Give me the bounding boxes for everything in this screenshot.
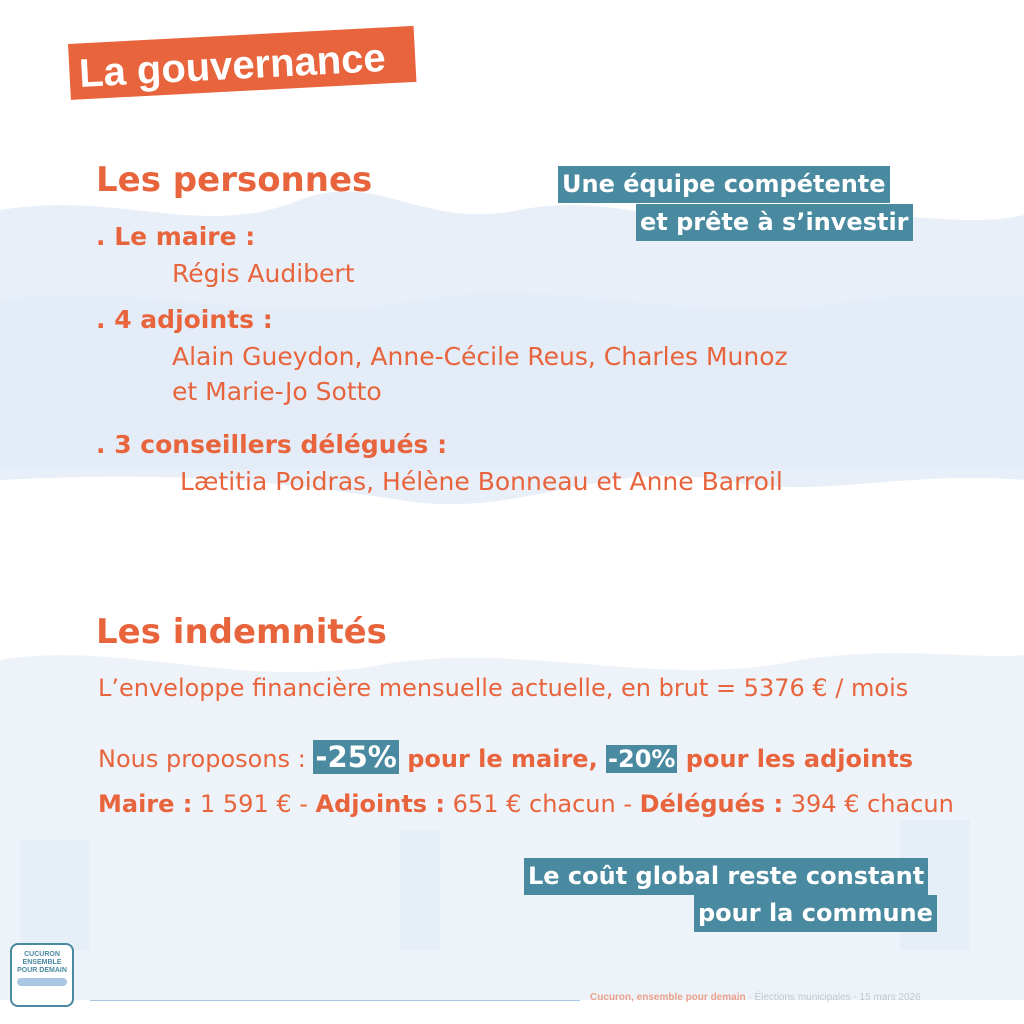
adjoints-line1: Alain Gueydon, Anne-Cécile Reus, Charles… [172, 342, 788, 371]
footer-divider [90, 1000, 580, 1001]
indemnites-heading: Les indemnités [96, 612, 387, 652]
propose-prefix: Nous proposons : [98, 745, 314, 773]
campaign-logo: CUCURON ENSEMBLE POUR DEMAIN [10, 943, 74, 1007]
logo-wave [17, 978, 67, 986]
logo-line3: POUR DEMAIN [17, 967, 67, 974]
footer-brand: Cucuron, ensemble pour demain [590, 992, 746, 1003]
delegues-amount-value: 394 € chacun [783, 790, 954, 818]
delegues-amount-label: Délégués : [639, 790, 784, 818]
adjoints-label: . 4 adjoints : [96, 305, 273, 334]
adjoints-amount-value: 651 € chacun - [445, 790, 640, 818]
propose-maire-text: pour le maire, [398, 745, 607, 773]
enveloppe-text: L’enveloppe financière mensuelle actuell… [98, 674, 909, 702]
proposition-line: Nous proposons : -25% pour le maire, -20… [98, 740, 913, 774]
maire-amount-label: Maire : [98, 790, 193, 818]
conseillers-label: . 3 conseillers délégués : [96, 430, 448, 459]
montants-line: Maire : 1 591 € - Adjoints : 651 € chacu… [98, 790, 954, 818]
logo-line2: ENSEMBLE [22, 959, 62, 966]
cout-tag-line1: Le coût global reste constant [524, 858, 929, 895]
cout-tag-line2: pour la commune [694, 895, 937, 932]
equipe-tag-line1: Une équipe compétente [558, 166, 890, 203]
adjoints-line2: et Marie-Jo Sotto [172, 377, 382, 406]
maire-name: Régis Audibert [172, 259, 355, 288]
adjoints-reduction-badge: -20% [606, 745, 678, 773]
adjoints-amount-label: Adjoints : [315, 790, 446, 818]
personnes-heading: Les personnes [96, 160, 373, 200]
maire-reduction-badge: -25% [313, 740, 399, 774]
footer-text: Cucuron, ensemble pour demain - Élection… [590, 992, 921, 1003]
maire-amount-value: 1 591 € - [192, 790, 316, 818]
maire-label: . Le maire : [96, 222, 256, 251]
logo-line1: CUCURON [24, 951, 60, 958]
conseillers-names: Lætitia Poidras, Hélène Bonneau et Anne … [180, 467, 783, 496]
propose-adjoints-text: pour les adjoints [677, 745, 914, 773]
equipe-tag-line2: et prête à s’investir [636, 204, 913, 241]
footer-event: - Élections municipales - 15 mars 2026 [745, 992, 921, 1003]
